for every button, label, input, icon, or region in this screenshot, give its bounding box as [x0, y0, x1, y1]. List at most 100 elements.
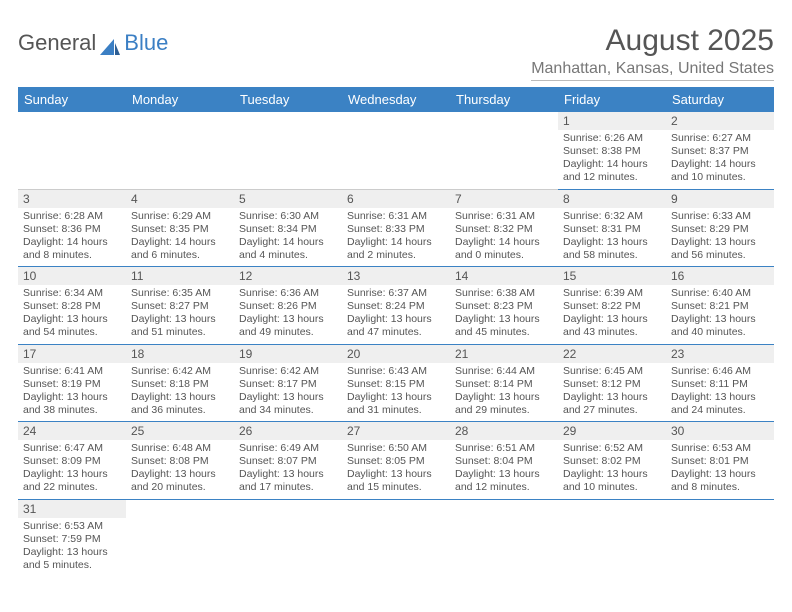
day-number: 30: [666, 422, 774, 440]
day-data: Sunrise: 6:49 AMSunset: 8:07 PMDaylight:…: [234, 440, 342, 499]
calendar-row: 10Sunrise: 6:34 AMSunset: 8:28 PMDayligh…: [18, 267, 774, 345]
calendar-cell: 3Sunrise: 6:28 AMSunset: 8:36 PMDaylight…: [18, 189, 126, 267]
day-number: 25: [126, 422, 234, 440]
calendar-cell: [126, 112, 234, 189]
logo-text-2: Blue: [124, 30, 168, 56]
calendar-row: 17Sunrise: 6:41 AMSunset: 8:19 PMDayligh…: [18, 344, 774, 422]
logo: General Blue: [18, 24, 168, 56]
calendar-cell: 10Sunrise: 6:34 AMSunset: 8:28 PMDayligh…: [18, 267, 126, 345]
header: General Blue August 2025 Manhattan, Kans…: [18, 24, 774, 81]
day-number: 1: [558, 112, 666, 130]
day-data: Sunrise: 6:44 AMSunset: 8:14 PMDaylight:…: [450, 363, 558, 422]
day-data: Sunrise: 6:28 AMSunset: 8:36 PMDaylight:…: [18, 208, 126, 267]
day-data: Sunrise: 6:46 AMSunset: 8:11 PMDaylight:…: [666, 363, 774, 422]
weekday-header: Sunday: [18, 87, 126, 112]
calendar-cell: 1Sunrise: 6:26 AMSunset: 8:38 PMDaylight…: [558, 112, 666, 189]
calendar-cell: 15Sunrise: 6:39 AMSunset: 8:22 PMDayligh…: [558, 267, 666, 345]
calendar-cell: 27Sunrise: 6:50 AMSunset: 8:05 PMDayligh…: [342, 422, 450, 500]
day-number: 15: [558, 267, 666, 285]
sail-icon: [100, 35, 120, 51]
calendar-cell: [666, 499, 774, 576]
day-data: Sunrise: 6:39 AMSunset: 8:22 PMDaylight:…: [558, 285, 666, 344]
calendar-cell: 23Sunrise: 6:46 AMSunset: 8:11 PMDayligh…: [666, 344, 774, 422]
day-data: Sunrise: 6:34 AMSunset: 8:28 PMDaylight:…: [18, 285, 126, 344]
weekday-header-row: SundayMondayTuesdayWednesdayThursdayFrid…: [18, 87, 774, 112]
day-number: 21: [450, 345, 558, 363]
calendar-cell: 13Sunrise: 6:37 AMSunset: 8:24 PMDayligh…: [342, 267, 450, 345]
weekday-header: Monday: [126, 87, 234, 112]
day-data: Sunrise: 6:40 AMSunset: 8:21 PMDaylight:…: [666, 285, 774, 344]
day-number: 7: [450, 190, 558, 208]
calendar-row: 1Sunrise: 6:26 AMSunset: 8:38 PMDaylight…: [18, 112, 774, 189]
day-number: 18: [126, 345, 234, 363]
day-number: 27: [342, 422, 450, 440]
day-data: Sunrise: 6:47 AMSunset: 8:09 PMDaylight:…: [18, 440, 126, 499]
weekday-header: Friday: [558, 87, 666, 112]
calendar-cell: 2Sunrise: 6:27 AMSunset: 8:37 PMDaylight…: [666, 112, 774, 189]
day-number: 12: [234, 267, 342, 285]
day-number: 22: [558, 345, 666, 363]
weekday-header: Wednesday: [342, 87, 450, 112]
calendar-cell: 12Sunrise: 6:36 AMSunset: 8:26 PMDayligh…: [234, 267, 342, 345]
calendar-cell: [450, 112, 558, 189]
calendar-cell: 21Sunrise: 6:44 AMSunset: 8:14 PMDayligh…: [450, 344, 558, 422]
day-number: 20: [342, 345, 450, 363]
day-number: 10: [18, 267, 126, 285]
day-number: 19: [234, 345, 342, 363]
calendar-cell: [126, 499, 234, 576]
day-number: 26: [234, 422, 342, 440]
day-data: Sunrise: 6:36 AMSunset: 8:26 PMDaylight:…: [234, 285, 342, 344]
day-data: Sunrise: 6:32 AMSunset: 8:31 PMDaylight:…: [558, 208, 666, 267]
calendar-cell: 20Sunrise: 6:43 AMSunset: 8:15 PMDayligh…: [342, 344, 450, 422]
calendar-cell: 11Sunrise: 6:35 AMSunset: 8:27 PMDayligh…: [126, 267, 234, 345]
day-data: Sunrise: 6:53 AMSunset: 7:59 PMDaylight:…: [18, 518, 126, 577]
calendar-cell: 7Sunrise: 6:31 AMSunset: 8:32 PMDaylight…: [450, 189, 558, 267]
calendar-cell: 9Sunrise: 6:33 AMSunset: 8:29 PMDaylight…: [666, 189, 774, 267]
day-data: Sunrise: 6:31 AMSunset: 8:32 PMDaylight:…: [450, 208, 558, 267]
calendar-cell: [234, 499, 342, 576]
day-number: 5: [234, 190, 342, 208]
calendar-cell: 4Sunrise: 6:29 AMSunset: 8:35 PMDaylight…: [126, 189, 234, 267]
day-number: 29: [558, 422, 666, 440]
day-data: Sunrise: 6:35 AMSunset: 8:27 PMDaylight:…: [126, 285, 234, 344]
day-data: Sunrise: 6:38 AMSunset: 8:23 PMDaylight:…: [450, 285, 558, 344]
day-data: Sunrise: 6:27 AMSunset: 8:37 PMDaylight:…: [666, 130, 774, 189]
day-data: Sunrise: 6:29 AMSunset: 8:35 PMDaylight:…: [126, 208, 234, 267]
day-number: 2: [666, 112, 774, 130]
day-data: Sunrise: 6:41 AMSunset: 8:19 PMDaylight:…: [18, 363, 126, 422]
weekday-header: Thursday: [450, 87, 558, 112]
weekday-header: Tuesday: [234, 87, 342, 112]
day-data: Sunrise: 6:42 AMSunset: 8:17 PMDaylight:…: [234, 363, 342, 422]
calendar-cell: 25Sunrise: 6:48 AMSunset: 8:08 PMDayligh…: [126, 422, 234, 500]
month-title: August 2025: [531, 24, 774, 58]
day-number: 9: [666, 190, 774, 208]
calendar-cell: 18Sunrise: 6:42 AMSunset: 8:18 PMDayligh…: [126, 344, 234, 422]
day-data: Sunrise: 6:31 AMSunset: 8:33 PMDaylight:…: [342, 208, 450, 267]
calendar-cell: 5Sunrise: 6:30 AMSunset: 8:34 PMDaylight…: [234, 189, 342, 267]
day-number: 17: [18, 345, 126, 363]
day-number: 11: [126, 267, 234, 285]
calendar-cell: [18, 112, 126, 189]
calendar-cell: [342, 112, 450, 189]
calendar-cell: 14Sunrise: 6:38 AMSunset: 8:23 PMDayligh…: [450, 267, 558, 345]
day-data: Sunrise: 6:50 AMSunset: 8:05 PMDaylight:…: [342, 440, 450, 499]
day-number: 6: [342, 190, 450, 208]
day-data: Sunrise: 6:26 AMSunset: 8:38 PMDaylight:…: [558, 130, 666, 189]
day-number: 13: [342, 267, 450, 285]
calendar-cell: 6Sunrise: 6:31 AMSunset: 8:33 PMDaylight…: [342, 189, 450, 267]
calendar-cell: 16Sunrise: 6:40 AMSunset: 8:21 PMDayligh…: [666, 267, 774, 345]
calendar-cell: 31Sunrise: 6:53 AMSunset: 7:59 PMDayligh…: [18, 499, 126, 576]
day-data: Sunrise: 6:48 AMSunset: 8:08 PMDaylight:…: [126, 440, 234, 499]
calendar-cell: [342, 499, 450, 576]
title-block: August 2025 Manhattan, Kansas, United St…: [531, 24, 774, 81]
calendar-cell: 19Sunrise: 6:42 AMSunset: 8:17 PMDayligh…: [234, 344, 342, 422]
calendar-row: 31Sunrise: 6:53 AMSunset: 7:59 PMDayligh…: [18, 499, 774, 576]
day-number: 31: [18, 500, 126, 518]
day-data: Sunrise: 6:45 AMSunset: 8:12 PMDaylight:…: [558, 363, 666, 422]
day-data: Sunrise: 6:43 AMSunset: 8:15 PMDaylight:…: [342, 363, 450, 422]
day-number: 23: [666, 345, 774, 363]
day-number: 14: [450, 267, 558, 285]
day-data: Sunrise: 6:53 AMSunset: 8:01 PMDaylight:…: [666, 440, 774, 499]
calendar-cell: 29Sunrise: 6:52 AMSunset: 8:02 PMDayligh…: [558, 422, 666, 500]
day-number: 28: [450, 422, 558, 440]
